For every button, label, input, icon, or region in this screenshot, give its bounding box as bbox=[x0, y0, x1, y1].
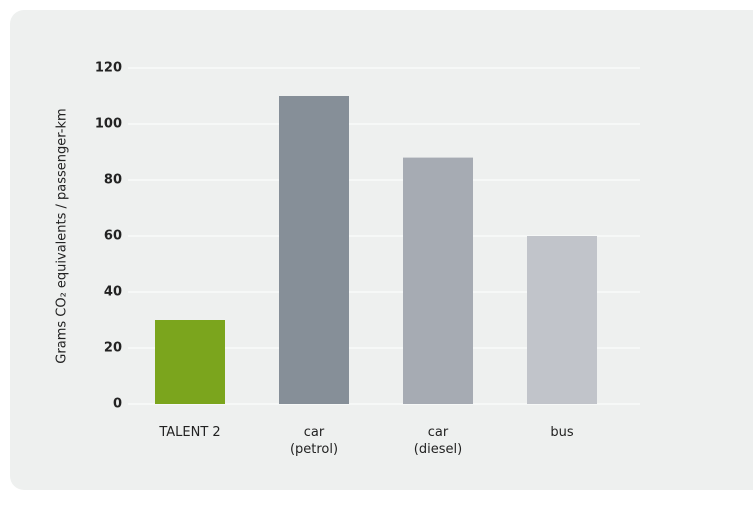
y-tick-label: 80 bbox=[104, 173, 122, 188]
bar bbox=[527, 236, 597, 404]
y-tick-label: 40 bbox=[104, 285, 122, 300]
y-tick-label: 120 bbox=[95, 61, 122, 76]
x-tick-label: TALENT 2 bbox=[158, 425, 220, 440]
x-tick-label-line: bus bbox=[550, 425, 573, 440]
bar bbox=[155, 320, 225, 404]
y-tick-label: 60 bbox=[104, 229, 122, 244]
y-axis-label: Grams CO₂ equivalents / passenger-km bbox=[55, 108, 70, 363]
y-tick-label: 100 bbox=[95, 117, 122, 132]
y-tick-label: 20 bbox=[104, 341, 122, 356]
x-tick-label-line: car bbox=[428, 425, 449, 440]
x-tick-label-line: (diesel) bbox=[414, 442, 462, 457]
x-tick-label: car (diesel) bbox=[414, 425, 462, 457]
x-tick-label: car (petrol) bbox=[290, 425, 338, 457]
x-tick-label: bus bbox=[550, 425, 573, 440]
x-tick-label-line: (petrol) bbox=[290, 442, 338, 457]
y-tick-label: 0 bbox=[113, 397, 122, 412]
bar bbox=[279, 96, 349, 404]
x-tick-label-line: car bbox=[304, 425, 325, 440]
bar bbox=[403, 157, 473, 404]
panel bbox=[10, 10, 753, 490]
x-tick-label-line: TALENT 2 bbox=[158, 425, 220, 440]
